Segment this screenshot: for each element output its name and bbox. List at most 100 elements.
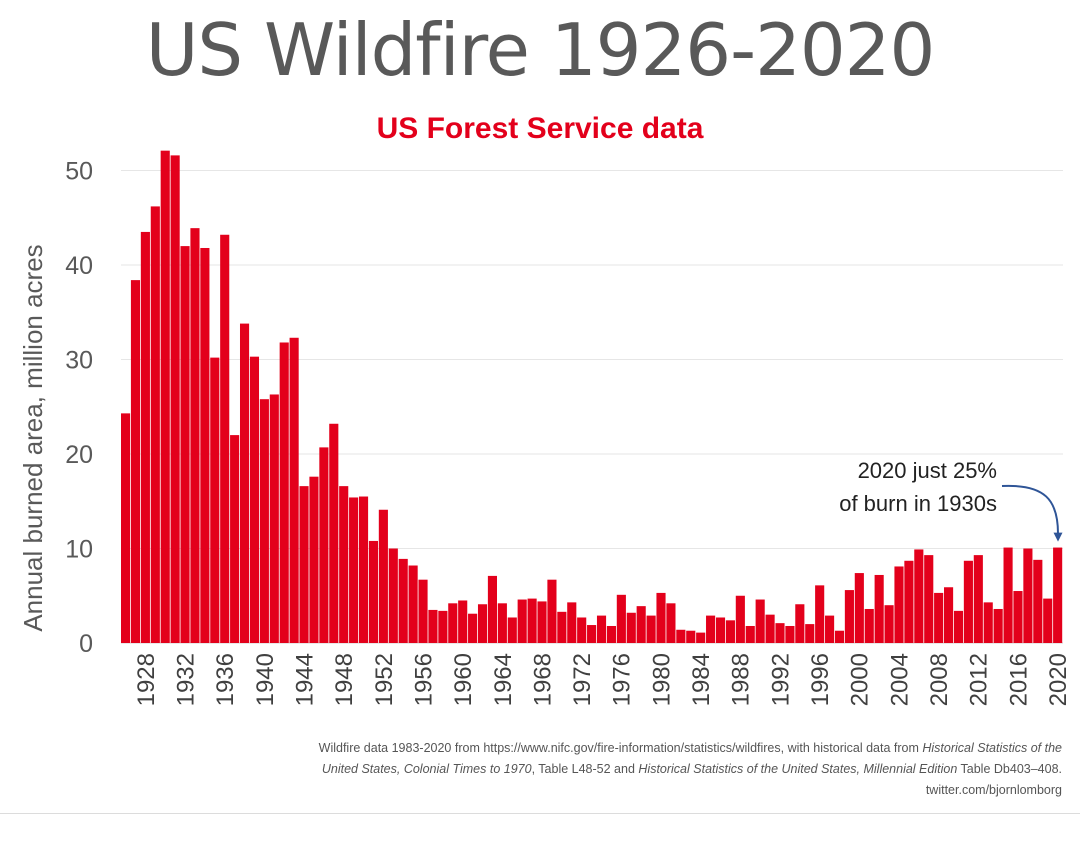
bar-1982 bbox=[676, 629, 686, 643]
bar-1937 bbox=[230, 435, 240, 643]
bars bbox=[121, 150, 1063, 644]
bar-1989 bbox=[745, 625, 755, 643]
x-tick-label: 1928 bbox=[133, 653, 160, 706]
bar-1984 bbox=[696, 632, 706, 643]
bar-1961 bbox=[468, 613, 478, 643]
bar-2005 bbox=[904, 560, 914, 643]
footnote-text: , Table L48-52 and bbox=[531, 762, 639, 776]
bar-2019 bbox=[1043, 598, 1053, 643]
x-tick-label: 1948 bbox=[331, 653, 358, 706]
bar-2016 bbox=[1013, 591, 1023, 643]
bar-1968 bbox=[537, 601, 547, 643]
annotation-line-2: of burn in 1930s bbox=[839, 491, 997, 516]
bar-1980 bbox=[656, 592, 666, 643]
x-tick-label: 1960 bbox=[450, 653, 477, 706]
bar-1983 bbox=[686, 630, 696, 644]
y-tick-label: 0 bbox=[79, 630, 93, 658]
x-tick-label: 2000 bbox=[847, 653, 874, 706]
bar-1974 bbox=[596, 615, 607, 643]
bar-1928 bbox=[140, 231, 150, 643]
bar-1931 bbox=[170, 155, 180, 643]
bar-1990 bbox=[755, 599, 765, 643]
bar-1976 bbox=[616, 594, 626, 643]
bar-1940 bbox=[259, 399, 269, 643]
bar-2011 bbox=[963, 560, 973, 643]
bar-1977 bbox=[626, 612, 636, 643]
bar-1979 bbox=[646, 615, 656, 643]
bar-1963 bbox=[487, 575, 497, 643]
annotation: 2020 just 25% of burn in 1930s bbox=[839, 458, 1063, 542]
x-tick-label: 1972 bbox=[569, 653, 596, 706]
bar-1959 bbox=[448, 603, 458, 643]
bar-2001 bbox=[864, 608, 874, 643]
bar-1953 bbox=[388, 548, 398, 643]
x-tick-label: 1976 bbox=[609, 653, 636, 706]
bar-2017 bbox=[1023, 548, 1033, 643]
bar-1957 bbox=[428, 609, 438, 643]
bar-2015 bbox=[1003, 547, 1013, 643]
x-tick-label: 2020 bbox=[1045, 653, 1072, 706]
chart-subtitle: US Forest Service data bbox=[376, 112, 704, 145]
bar-1946 bbox=[319, 447, 329, 643]
bar-1932 bbox=[180, 246, 190, 643]
bar-1965 bbox=[507, 617, 517, 644]
bar-1930 bbox=[160, 150, 170, 643]
bar-1955 bbox=[408, 565, 418, 643]
bar-1962 bbox=[477, 604, 488, 643]
x-tick-label: 1956 bbox=[410, 653, 437, 706]
x-tick-label: 1940 bbox=[252, 653, 279, 706]
x-tick-label: 2004 bbox=[886, 653, 913, 706]
bar-1941 bbox=[269, 394, 279, 643]
x-tick-label: 1984 bbox=[688, 653, 715, 706]
bar-2007 bbox=[924, 555, 934, 644]
footnote-italic: United States, Colonial Times to 1970 bbox=[321, 762, 532, 776]
x-tick-label: 1944 bbox=[291, 653, 318, 706]
bar-2013 bbox=[983, 602, 993, 643]
footnote-line-2: United States, Colonial Times to 1970, T… bbox=[2, 759, 1062, 780]
footnote-text: Wildfire data 1983-2020 from https://www… bbox=[318, 741, 923, 755]
bar-2002 bbox=[874, 574, 884, 643]
x-tick-label: 1952 bbox=[371, 653, 398, 706]
x-tick-label: 1992 bbox=[767, 653, 794, 706]
bar-1994 bbox=[795, 604, 805, 643]
bar-1975 bbox=[606, 625, 616, 643]
bar-2009 bbox=[944, 587, 954, 644]
y-axis-label: Annual burned area, million acres bbox=[18, 244, 48, 631]
bar-1997 bbox=[825, 615, 835, 643]
x-tick-label: 1936 bbox=[212, 653, 239, 706]
x-tick-label: 1968 bbox=[529, 653, 556, 706]
bar-1938 bbox=[239, 323, 250, 643]
bar-1970 bbox=[557, 611, 567, 643]
footnote-italic: Historical Statistics of the United Stat… bbox=[638, 762, 958, 776]
annotation-arrowhead bbox=[1053, 532, 1063, 542]
bar-2014 bbox=[993, 608, 1003, 643]
bar-1949 bbox=[349, 497, 359, 643]
bar-1986 bbox=[715, 617, 726, 644]
chart-title: US Wildfire 1926-2020 bbox=[145, 8, 936, 92]
bar-1927 bbox=[130, 280, 141, 643]
annotation-line-1: 2020 just 25% bbox=[858, 458, 997, 483]
footnote-line-1: Wildfire data 1983-2020 from https://www… bbox=[2, 738, 1062, 759]
bar-2008 bbox=[934, 592, 944, 643]
y-tick-labels: 0 10 20 30 40 50 bbox=[65, 158, 93, 659]
x-tick-label: 2008 bbox=[926, 653, 953, 706]
bar-1967 bbox=[527, 598, 537, 643]
bar-1985 bbox=[706, 615, 716, 643]
bar-1948 bbox=[339, 486, 349, 643]
bottom-divider bbox=[0, 813, 1080, 814]
bar-1936 bbox=[220, 234, 230, 643]
bar-1995 bbox=[805, 624, 815, 643]
bar-1951 bbox=[368, 540, 379, 643]
bar-1943 bbox=[289, 337, 299, 643]
bar-1958 bbox=[438, 610, 448, 643]
x-tick-label: 1996 bbox=[807, 653, 834, 706]
bar-1988 bbox=[735, 595, 745, 643]
bar-1929 bbox=[150, 206, 160, 643]
x-tick-label: 1964 bbox=[490, 653, 517, 706]
x-tick-label: 2012 bbox=[966, 653, 993, 706]
bar-2004 bbox=[894, 566, 904, 643]
bar-1947 bbox=[329, 423, 339, 643]
bar-2000 bbox=[854, 573, 864, 643]
bar-1954 bbox=[398, 558, 408, 643]
bar-1942 bbox=[279, 342, 289, 643]
